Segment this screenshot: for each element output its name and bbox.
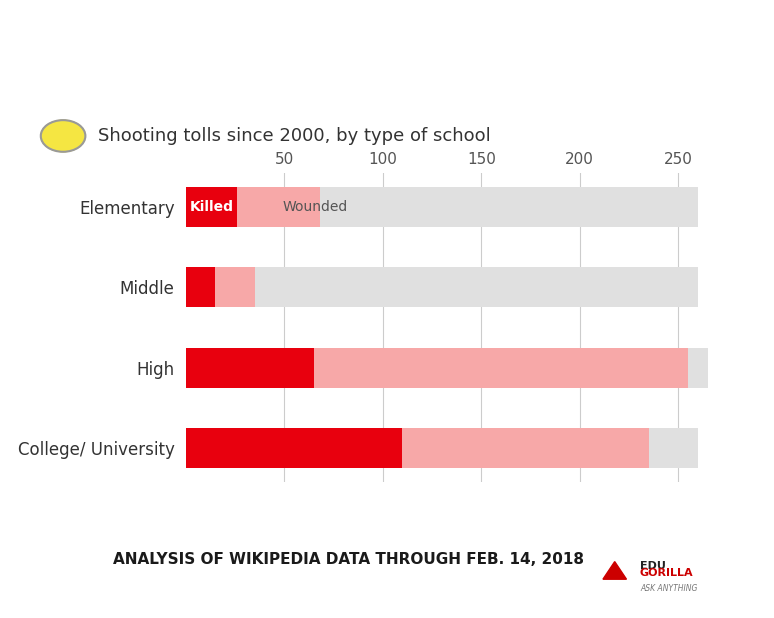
Bar — [186, 187, 698, 227]
Bar — [186, 268, 215, 308]
Text: ASK ANYTHING: ASK ANYTHING — [640, 583, 698, 593]
Bar — [186, 187, 237, 227]
Text: EDU: EDU — [639, 561, 666, 570]
Circle shape — [41, 120, 85, 152]
Bar — [186, 347, 708, 387]
Bar — [186, 428, 402, 468]
Polygon shape — [603, 562, 626, 579]
Bar — [186, 428, 649, 468]
Text: Killed: Killed — [190, 200, 234, 214]
Text: Wounded: Wounded — [283, 200, 348, 214]
Text: GORILLA: GORILLA — [639, 569, 694, 578]
Bar — [186, 347, 688, 387]
Bar — [186, 268, 698, 308]
Bar — [186, 428, 698, 468]
Text: TYPE OF SCHOOLS: TYPE OF SCHOOLS — [272, 66, 502, 87]
Text: ANALYSIS OF WIKIPEDIA DATA THROUGH FEB. 14, 2018: ANALYSIS OF WIKIPEDIA DATA THROUGH FEB. … — [113, 552, 584, 567]
Text: Shooting tolls since 2000, by type of school: Shooting tolls since 2000, by type of sc… — [98, 127, 491, 145]
Text: SHOOTING IN US SCHOOLS CATEGORIZED BY: SHOOTING IN US SCHOOLS CATEGORIZED BY — [108, 39, 666, 59]
Bar — [186, 347, 313, 387]
Bar — [186, 187, 320, 227]
Bar — [186, 268, 255, 308]
